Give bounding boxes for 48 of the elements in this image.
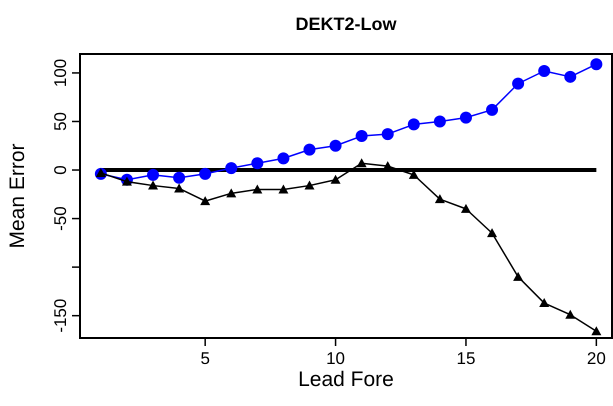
point	[304, 180, 314, 190]
point	[356, 130, 368, 142]
point	[252, 184, 262, 194]
point	[330, 174, 341, 184]
point	[591, 326, 602, 336]
point	[512, 78, 524, 90]
point	[356, 158, 367, 168]
point	[590, 58, 602, 70]
x-axis-title: Lead Fore	[298, 368, 394, 391]
point	[226, 188, 236, 198]
point	[199, 168, 212, 180]
y-tick-label: 100	[51, 58, 70, 88]
x-tick-label: 20	[586, 349, 606, 368]
y-tick-label: 0	[51, 165, 70, 175]
y-tick-label: -50	[51, 206, 70, 231]
y-tick-label: -150	[51, 298, 70, 333]
point	[564, 70, 576, 83]
point	[277, 152, 290, 164]
point	[251, 157, 264, 170]
x-tick-label: 10	[326, 349, 346, 368]
point	[225, 162, 238, 174]
point	[330, 140, 342, 152]
point	[460, 112, 472, 124]
y-axis-title: Mean Error	[6, 143, 29, 249]
point	[408, 118, 420, 130]
point	[173, 172, 186, 184]
y-tick-label: 50	[51, 112, 70, 131]
point	[434, 194, 445, 204]
point	[200, 196, 210, 206]
point	[513, 272, 524, 281]
x-tick-label: 15	[456, 349, 476, 368]
point	[434, 115, 446, 128]
point	[460, 204, 471, 213]
point	[486, 104, 498, 116]
point	[539, 298, 550, 308]
point	[538, 64, 550, 77]
point	[487, 228, 498, 238]
point	[303, 144, 316, 156]
point	[147, 168, 160, 181]
x-tick-label: 5	[200, 349, 210, 368]
point	[174, 183, 184, 192]
point	[96, 168, 106, 177]
point	[382, 128, 394, 140]
point	[122, 176, 132, 186]
chart-title: DEKT2-Low	[296, 14, 398, 34]
point	[565, 310, 576, 319]
point	[278, 184, 288, 194]
point	[148, 180, 158, 190]
